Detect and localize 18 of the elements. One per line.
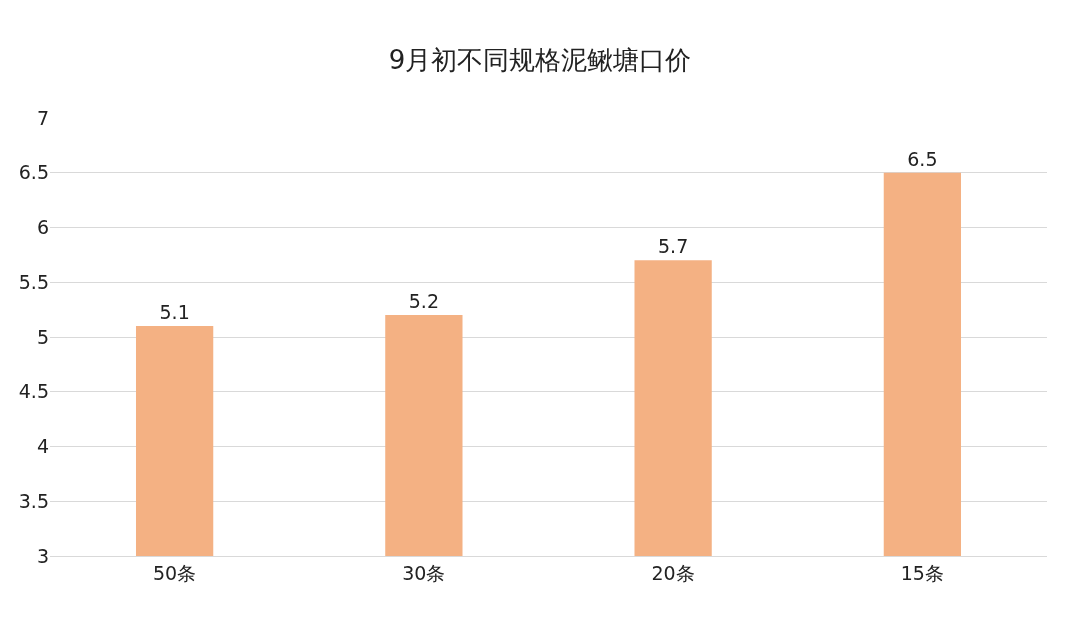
y-tick-label: 3.5 — [18, 489, 49, 512]
data-label: 5.1 — [159, 301, 190, 324]
y-tick-label: 4 — [36, 435, 49, 458]
y-tick-label: 3 — [36, 544, 49, 567]
y-tick-label: 7 — [36, 106, 49, 129]
x-tick-label: 30条 — [402, 561, 446, 584]
y-tick-label: 5 — [36, 325, 49, 348]
chart-title: 9月初不同规格泥鳅塘口价 — [388, 45, 692, 76]
x-tick-label: 15条 — [900, 561, 944, 584]
y-tick-label: 4.5 — [18, 380, 49, 403]
data-label: 6.5 — [907, 147, 938, 170]
x-tick-label: 20条 — [651, 561, 695, 584]
x-tick-label: 50条 — [153, 561, 197, 584]
y-tick-label: 5.5 — [18, 270, 49, 293]
y-tick-label: 6 — [36, 216, 49, 239]
data-label: 5.7 — [658, 235, 689, 258]
y-tick-label: 6.5 — [18, 161, 49, 184]
data-label: 5.2 — [408, 290, 439, 313]
